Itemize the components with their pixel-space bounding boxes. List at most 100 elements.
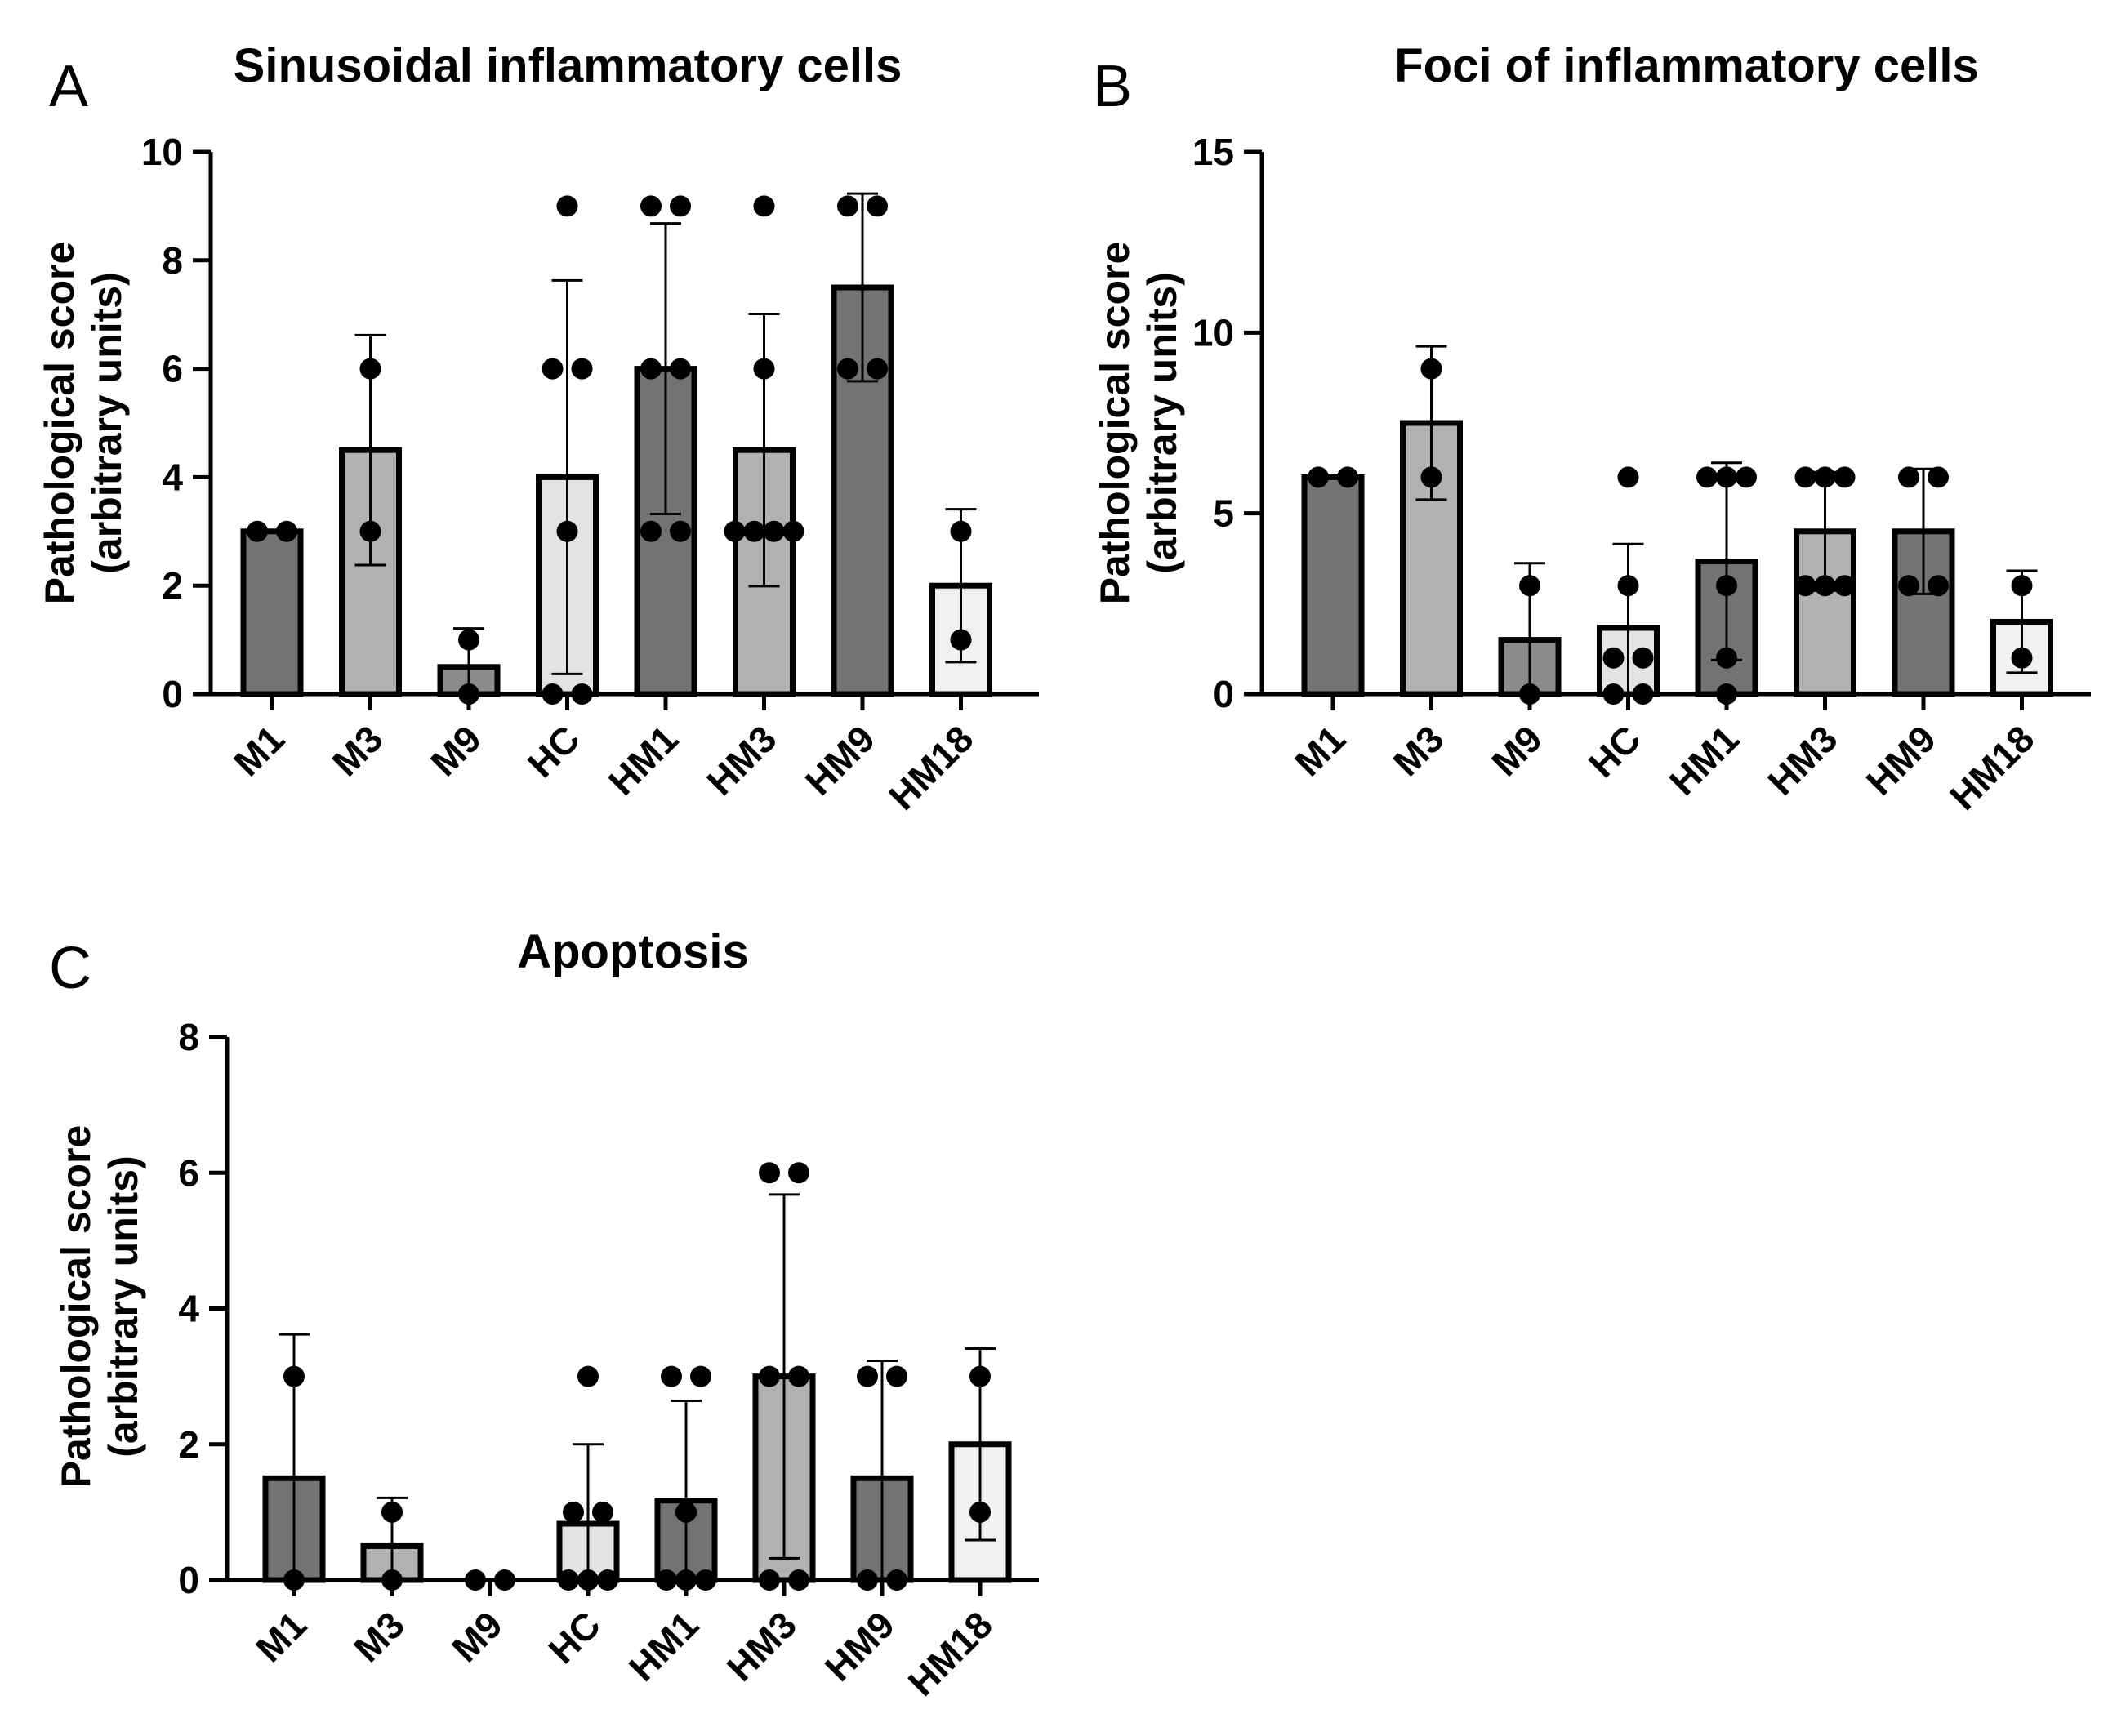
data-point [753, 195, 775, 217]
y-tick-label: 5 [1213, 492, 1234, 535]
y-tick-label: 8 [178, 1016, 199, 1058]
y-tick-label: 15 [1192, 131, 1234, 173]
data-point [494, 1569, 515, 1591]
data-point [1834, 466, 1856, 488]
y-tick-label: 4 [178, 1288, 199, 1330]
panel-letter: B [1093, 54, 1132, 119]
chart-title: Sinusoidal inflammatory cells [234, 39, 903, 92]
data-point [571, 683, 593, 705]
y-tick-label: 2 [178, 1423, 199, 1466]
x-category-label: M1 [225, 717, 292, 784]
data-point [950, 629, 972, 651]
data-point [283, 1365, 305, 1387]
data-point [670, 358, 691, 380]
data-point [670, 520, 691, 542]
data-point [886, 1365, 907, 1387]
x-category-label: HM18 [1941, 717, 2043, 818]
data-point [359, 520, 381, 542]
data-point [1632, 683, 1654, 705]
x-category-label: M9 [443, 1603, 510, 1670]
data-point [1602, 683, 1625, 705]
data-point [1928, 575, 1949, 597]
x-category-label: M1 [1286, 717, 1353, 784]
data-point [571, 358, 593, 380]
y-axis-label-line: Pathological score [37, 242, 82, 605]
data-point [969, 1501, 991, 1523]
y-axis-label: Pathological score(arbitrary units) [1092, 242, 1185, 605]
data-point [577, 1569, 599, 1591]
y-axis-label: Pathological score(arbitrary units) [53, 1125, 146, 1489]
data-point [1617, 575, 1639, 597]
data-point [867, 195, 888, 217]
data-point [1716, 683, 1737, 705]
data-point [1696, 466, 1718, 488]
data-point [656, 1569, 677, 1591]
y-tick-label: 6 [162, 348, 183, 390]
y-tick-label: 10 [1192, 311, 1234, 354]
data-point [724, 520, 746, 542]
data-point [381, 1569, 403, 1591]
data-point [592, 1501, 613, 1523]
chart-title: Apoptosis [517, 925, 749, 978]
data-point [542, 358, 564, 380]
data-point [857, 1365, 878, 1387]
x-category-label: HC [540, 1603, 608, 1671]
data-point [675, 1569, 697, 1591]
data-point [753, 358, 775, 380]
data-point [1794, 466, 1816, 488]
data-point [743, 520, 765, 542]
data-point [837, 358, 858, 380]
data-point [1716, 575, 1737, 597]
data-point [837, 195, 858, 217]
data-point [1519, 683, 1540, 705]
x-category-label: M9 [422, 717, 489, 784]
data-point [276, 520, 297, 542]
chart-sinusoidal-inflammatory-cells: A Sinusoidal inflammatory cells Pathologic… [37, 39, 1039, 818]
data-point [782, 520, 804, 542]
data-point [1617, 466, 1639, 488]
x-category-label: HM3 [719, 1603, 804, 1689]
data-point [542, 683, 564, 705]
data-point [1814, 575, 1836, 597]
chart-title: Foci of inflammatory cells [1394, 39, 1979, 92]
data-point [458, 629, 479, 651]
data-point [1928, 466, 1949, 488]
data-point [597, 1569, 618, 1591]
data-point [695, 1569, 716, 1591]
data-point [1898, 466, 1919, 488]
data-point [1420, 466, 1442, 488]
data-point [788, 1162, 809, 1184]
data-point [1814, 466, 1836, 488]
y-axis-label-line: Pathological score [53, 1125, 99, 1489]
data-point [1716, 647, 1737, 669]
x-category-label: HM18 [900, 1603, 1001, 1704]
data-point [1736, 466, 1757, 488]
data-point [1794, 575, 1816, 597]
data-point [2011, 575, 2033, 597]
x-category-label: HM9 [797, 717, 883, 803]
y-tick-label: 2 [162, 564, 183, 607]
x-category-label: HC [519, 717, 588, 786]
data-point [381, 1501, 403, 1523]
data-point [1834, 575, 1856, 597]
data-point [857, 1569, 878, 1591]
data-point [1308, 466, 1329, 488]
data-point [1602, 647, 1625, 669]
data-point [1898, 575, 1919, 597]
data-point [563, 1501, 584, 1523]
x-category-label: M9 [1483, 717, 1550, 784]
data-point [675, 1501, 697, 1523]
data-point [556, 520, 578, 542]
data-point [1337, 466, 1358, 488]
x-category-label: HC [1580, 717, 1649, 786]
y-axis-label: Pathological score(arbitrary units) [37, 242, 130, 605]
x-category-label: HM3 [698, 717, 784, 803]
data-point [969, 1365, 991, 1387]
x-category-label: HM1 [1661, 717, 1747, 803]
data-point [558, 1569, 579, 1591]
x-category-label: M3 [345, 1603, 412, 1670]
data-point [247, 520, 268, 542]
x-category-label: M1 [247, 1603, 314, 1670]
y-axis-label-line: (arbitrary units) [84, 272, 130, 574]
y-tick-label: 4 [162, 456, 183, 498]
